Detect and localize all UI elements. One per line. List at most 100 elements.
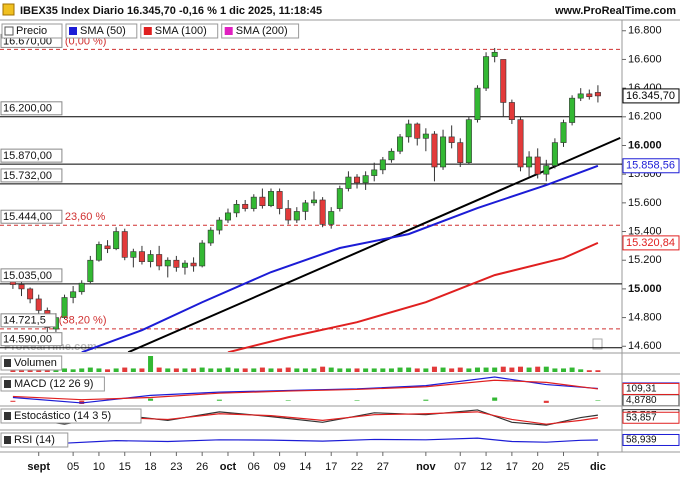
x-tick-label: dic	[590, 461, 606, 473]
volume-bar	[440, 367, 446, 372]
histogram-bar	[595, 400, 601, 401]
plot-area	[0, 47, 622, 352]
candle-body	[78, 282, 85, 293]
volume-bar	[320, 366, 326, 372]
x-tick-label: oct	[220, 461, 237, 473]
y-tick-label: 15.400	[628, 225, 662, 237]
candle-body	[147, 254, 154, 262]
volume-bar	[380, 368, 386, 372]
panel-label: MACD (12 26 9)	[14, 378, 93, 390]
indicator-value-label: 4,8780	[626, 395, 657, 406]
volume-bar	[543, 366, 549, 372]
level-label-bg	[0, 209, 63, 224]
volume-bar	[560, 368, 566, 372]
x-tick-label: 17	[325, 461, 337, 473]
volume-bar	[70, 369, 76, 372]
candle-body	[104, 245, 111, 250]
volume-bar	[354, 368, 360, 372]
histogram-bar	[148, 398, 154, 401]
volume-bar	[457, 367, 463, 372]
level-label-bg	[0, 332, 63, 347]
panel-icon	[4, 359, 11, 367]
legend-swatch	[224, 27, 233, 35]
x-tick-label: 09	[273, 461, 285, 473]
volume-bar	[449, 368, 455, 372]
sma-value-label-box	[622, 235, 680, 251]
candle-body	[371, 169, 378, 176]
candle-body	[27, 288, 34, 300]
legend-box	[1, 23, 63, 39]
volume-bar	[526, 367, 532, 372]
candle-body	[551, 142, 558, 166]
histogram-bar	[492, 397, 498, 401]
y-tick-label: 15.200	[628, 254, 662, 266]
y-tick-label: 15.600	[628, 197, 662, 209]
volume-bar	[500, 366, 506, 372]
level-label: 15.444,00	[3, 211, 52, 223]
candle-body	[250, 196, 257, 209]
x-tick-label: 05	[67, 461, 79, 473]
x-tick-label: 10	[93, 461, 105, 473]
last-price-label: 16.345,70	[626, 90, 675, 102]
volume-bar	[148, 356, 154, 372]
sma-line	[227, 241, 599, 352]
legend-label: Precio	[16, 25, 47, 37]
volume-bar	[130, 368, 136, 372]
level-label-bg	[0, 313, 57, 328]
x-tick-label: 20	[532, 461, 544, 473]
volume-bar	[79, 368, 85, 372]
volume-bar	[302, 368, 308, 372]
level-label-bg	[0, 101, 63, 116]
volume-bar	[216, 368, 222, 372]
volume-bar	[277, 368, 283, 372]
candle-body	[181, 262, 188, 268]
panel-icon	[4, 380, 11, 388]
x-tick-label: 18	[144, 461, 156, 473]
candle-body	[164, 259, 171, 267]
candle-body	[362, 175, 369, 184]
candle-body	[70, 291, 77, 298]
last-price-label-box	[622, 88, 680, 104]
candle-body	[259, 196, 266, 207]
y-tick-label: 14.600	[628, 340, 662, 352]
candle-body	[293, 211, 300, 221]
volume-bar	[225, 367, 231, 372]
candle-body	[388, 150, 395, 161]
candle-body	[474, 87, 481, 120]
candle-body	[440, 136, 447, 168]
candle-body	[483, 56, 490, 89]
candle-body	[500, 59, 507, 103]
volume-bar	[191, 368, 197, 372]
panel-icon	[4, 436, 11, 444]
candle-body	[345, 176, 352, 189]
volume-bar	[251, 368, 257, 372]
candle-body	[61, 297, 68, 318]
candle-body	[577, 93, 584, 99]
volume-bar	[406, 367, 412, 372]
volume-bar	[423, 368, 429, 372]
candle-body	[224, 212, 231, 221]
volume-bar	[96, 368, 102, 372]
volume-bar	[414, 368, 420, 372]
x-tick-label: 23	[170, 461, 182, 473]
volume-bar	[208, 368, 214, 372]
volume-bar	[328, 367, 334, 372]
histogram-bar	[285, 400, 291, 401]
candle-body	[121, 231, 128, 258]
volume-bar	[242, 368, 248, 372]
panel-label: Volumen	[14, 357, 57, 369]
histogram-bar	[10, 400, 16, 402]
candle-body	[138, 251, 145, 262]
y-tick-label: 15.000	[628, 283, 662, 295]
candle-body	[448, 136, 455, 143]
candle-body	[543, 165, 550, 175]
candle-body	[594, 92, 601, 97]
level-label: 15.870,00	[3, 150, 52, 162]
volume-bar	[492, 367, 498, 372]
x-tick-label: 17	[506, 461, 518, 473]
legend-label: SMA (50)	[80, 25, 126, 37]
info-icon	[592, 338, 603, 350]
y-tick-label: 14.800	[628, 311, 662, 323]
indicator-line	[12, 437, 598, 444]
